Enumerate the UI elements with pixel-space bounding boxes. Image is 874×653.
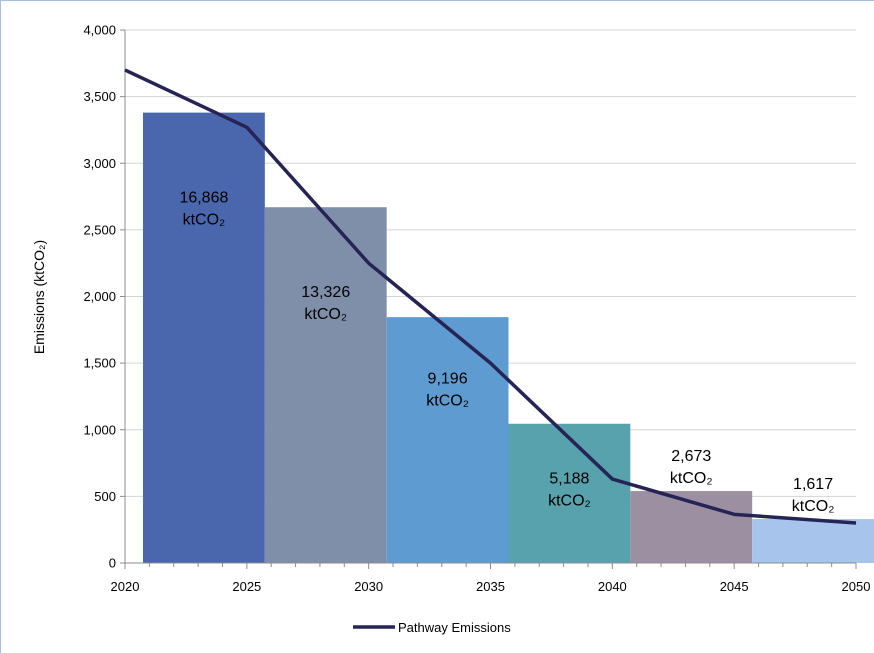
y-tick-label: 3,500 (83, 89, 116, 104)
y-tick-label: 1,000 (83, 422, 116, 437)
block-value-label: 9,196 ktCO₂ (426, 371, 469, 410)
x-tick-label: 2035 (476, 579, 505, 594)
emission-block (386, 317, 509, 563)
x-tick-label: 2050 (842, 579, 871, 594)
y-tick-label: 4,000 (83, 23, 116, 38)
legend-label-pathway-emissions: Pathway Emissions (398, 620, 511, 635)
axes (120, 29, 857, 569)
pathway-emissions-line (124, 68, 857, 525)
pathway-line-layer (124, 68, 857, 525)
emission-block (264, 207, 387, 563)
y-tick-label: 1,500 (83, 356, 116, 371)
emission-block (143, 112, 265, 564)
emission-blocks (143, 112, 874, 564)
x-tick-label: 2020 (111, 579, 140, 594)
x-tick-label: 2040 (598, 579, 627, 594)
emission-block (508, 423, 631, 563)
y-tick-labels: 0 500 1,000 1,500 2,000 2,500 3,000 3,500 4,000 (83, 23, 116, 571)
x-tick-label: 2025 (232, 579, 261, 594)
x-tick-label: 2030 (354, 579, 383, 594)
block-labels: 16,868 ktCO₂ 13,326 ktCO₂ 9,196 ktCO₂ 5,188 ktC… (179, 190, 834, 515)
y-tick-label: 500 (94, 489, 116, 504)
block-value-label: 13,326 ktCO₂ (301, 284, 350, 323)
y-tick-label: 2,500 (83, 222, 116, 237)
block-value-label: 1,617 ktCO₂ (792, 476, 835, 515)
block-value-label: 2,673 ktCO₂ (670, 448, 713, 487)
y-tick-label: 2,000 (83, 289, 116, 304)
block-value-label: 5,188 ktCO₂ (548, 470, 591, 509)
block-value-label: 16,868 ktCO₂ (179, 190, 228, 229)
x-tick-labels: 2020 2025 2030 2035 2040 2045 2050 (111, 579, 871, 594)
x-tick-label: 2045 (720, 579, 749, 594)
legend: Pathway Emissions (353, 620, 511, 635)
y-axis-label: Emissions (ktCO₂) (31, 240, 47, 354)
emission-block (752, 519, 874, 563)
y-tick-label: 0 (109, 556, 116, 571)
y-tick-label: 3,000 (83, 156, 116, 171)
